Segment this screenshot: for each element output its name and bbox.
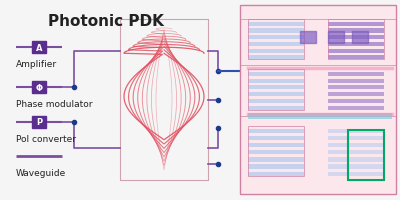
Bar [248, 106, 304, 110]
Bar [328, 79, 384, 83]
Bar [328, 23, 384, 27]
Bar [248, 86, 304, 90]
Bar [352, 32, 368, 44]
Bar [248, 113, 392, 119]
Bar [248, 70, 304, 110]
Bar [328, 29, 384, 33]
Bar [248, 93, 304, 97]
Bar [328, 43, 384, 47]
Text: Waveguide: Waveguide [16, 168, 66, 177]
Bar [248, 73, 304, 77]
Bar [248, 157, 304, 162]
Bar [248, 23, 304, 27]
Bar [248, 29, 304, 33]
FancyBboxPatch shape [32, 82, 46, 94]
Text: P: P [36, 118, 42, 126]
Bar [328, 32, 344, 44]
Bar [328, 172, 384, 176]
Bar [248, 43, 304, 47]
Bar [248, 150, 304, 155]
Bar [248, 20, 304, 60]
Text: A: A [36, 44, 42, 52]
Bar [248, 49, 304, 53]
Bar [248, 136, 304, 140]
Bar [328, 36, 384, 40]
Bar [328, 165, 384, 169]
Bar [348, 130, 384, 180]
Bar [240, 6, 396, 194]
Bar [328, 143, 384, 147]
Bar [328, 136, 384, 140]
Bar [248, 172, 304, 176]
Text: Phase modulator: Phase modulator [16, 100, 92, 109]
Text: Φ: Φ [36, 84, 42, 92]
FancyBboxPatch shape [32, 116, 46, 128]
Text: Pol converter: Pol converter [16, 134, 76, 143]
Bar [328, 73, 384, 77]
FancyBboxPatch shape [32, 42, 46, 54]
Bar [328, 56, 384, 60]
Bar [248, 165, 304, 169]
Bar [248, 129, 304, 133]
Bar [248, 36, 304, 40]
Bar [248, 143, 304, 147]
Bar [248, 99, 304, 103]
Bar [328, 93, 384, 97]
Text: Photonic PDK: Photonic PDK [48, 14, 164, 29]
Bar [300, 32, 316, 44]
Bar [328, 106, 384, 110]
Bar [328, 129, 384, 133]
Text: Amplifier: Amplifier [16, 60, 57, 69]
Bar [328, 20, 384, 60]
Bar [328, 99, 384, 103]
Bar [328, 49, 384, 53]
Bar [248, 126, 304, 176]
Bar [328, 86, 384, 90]
Bar [328, 150, 384, 155]
Bar [248, 56, 304, 60]
Bar [328, 157, 384, 162]
Bar [248, 79, 304, 83]
